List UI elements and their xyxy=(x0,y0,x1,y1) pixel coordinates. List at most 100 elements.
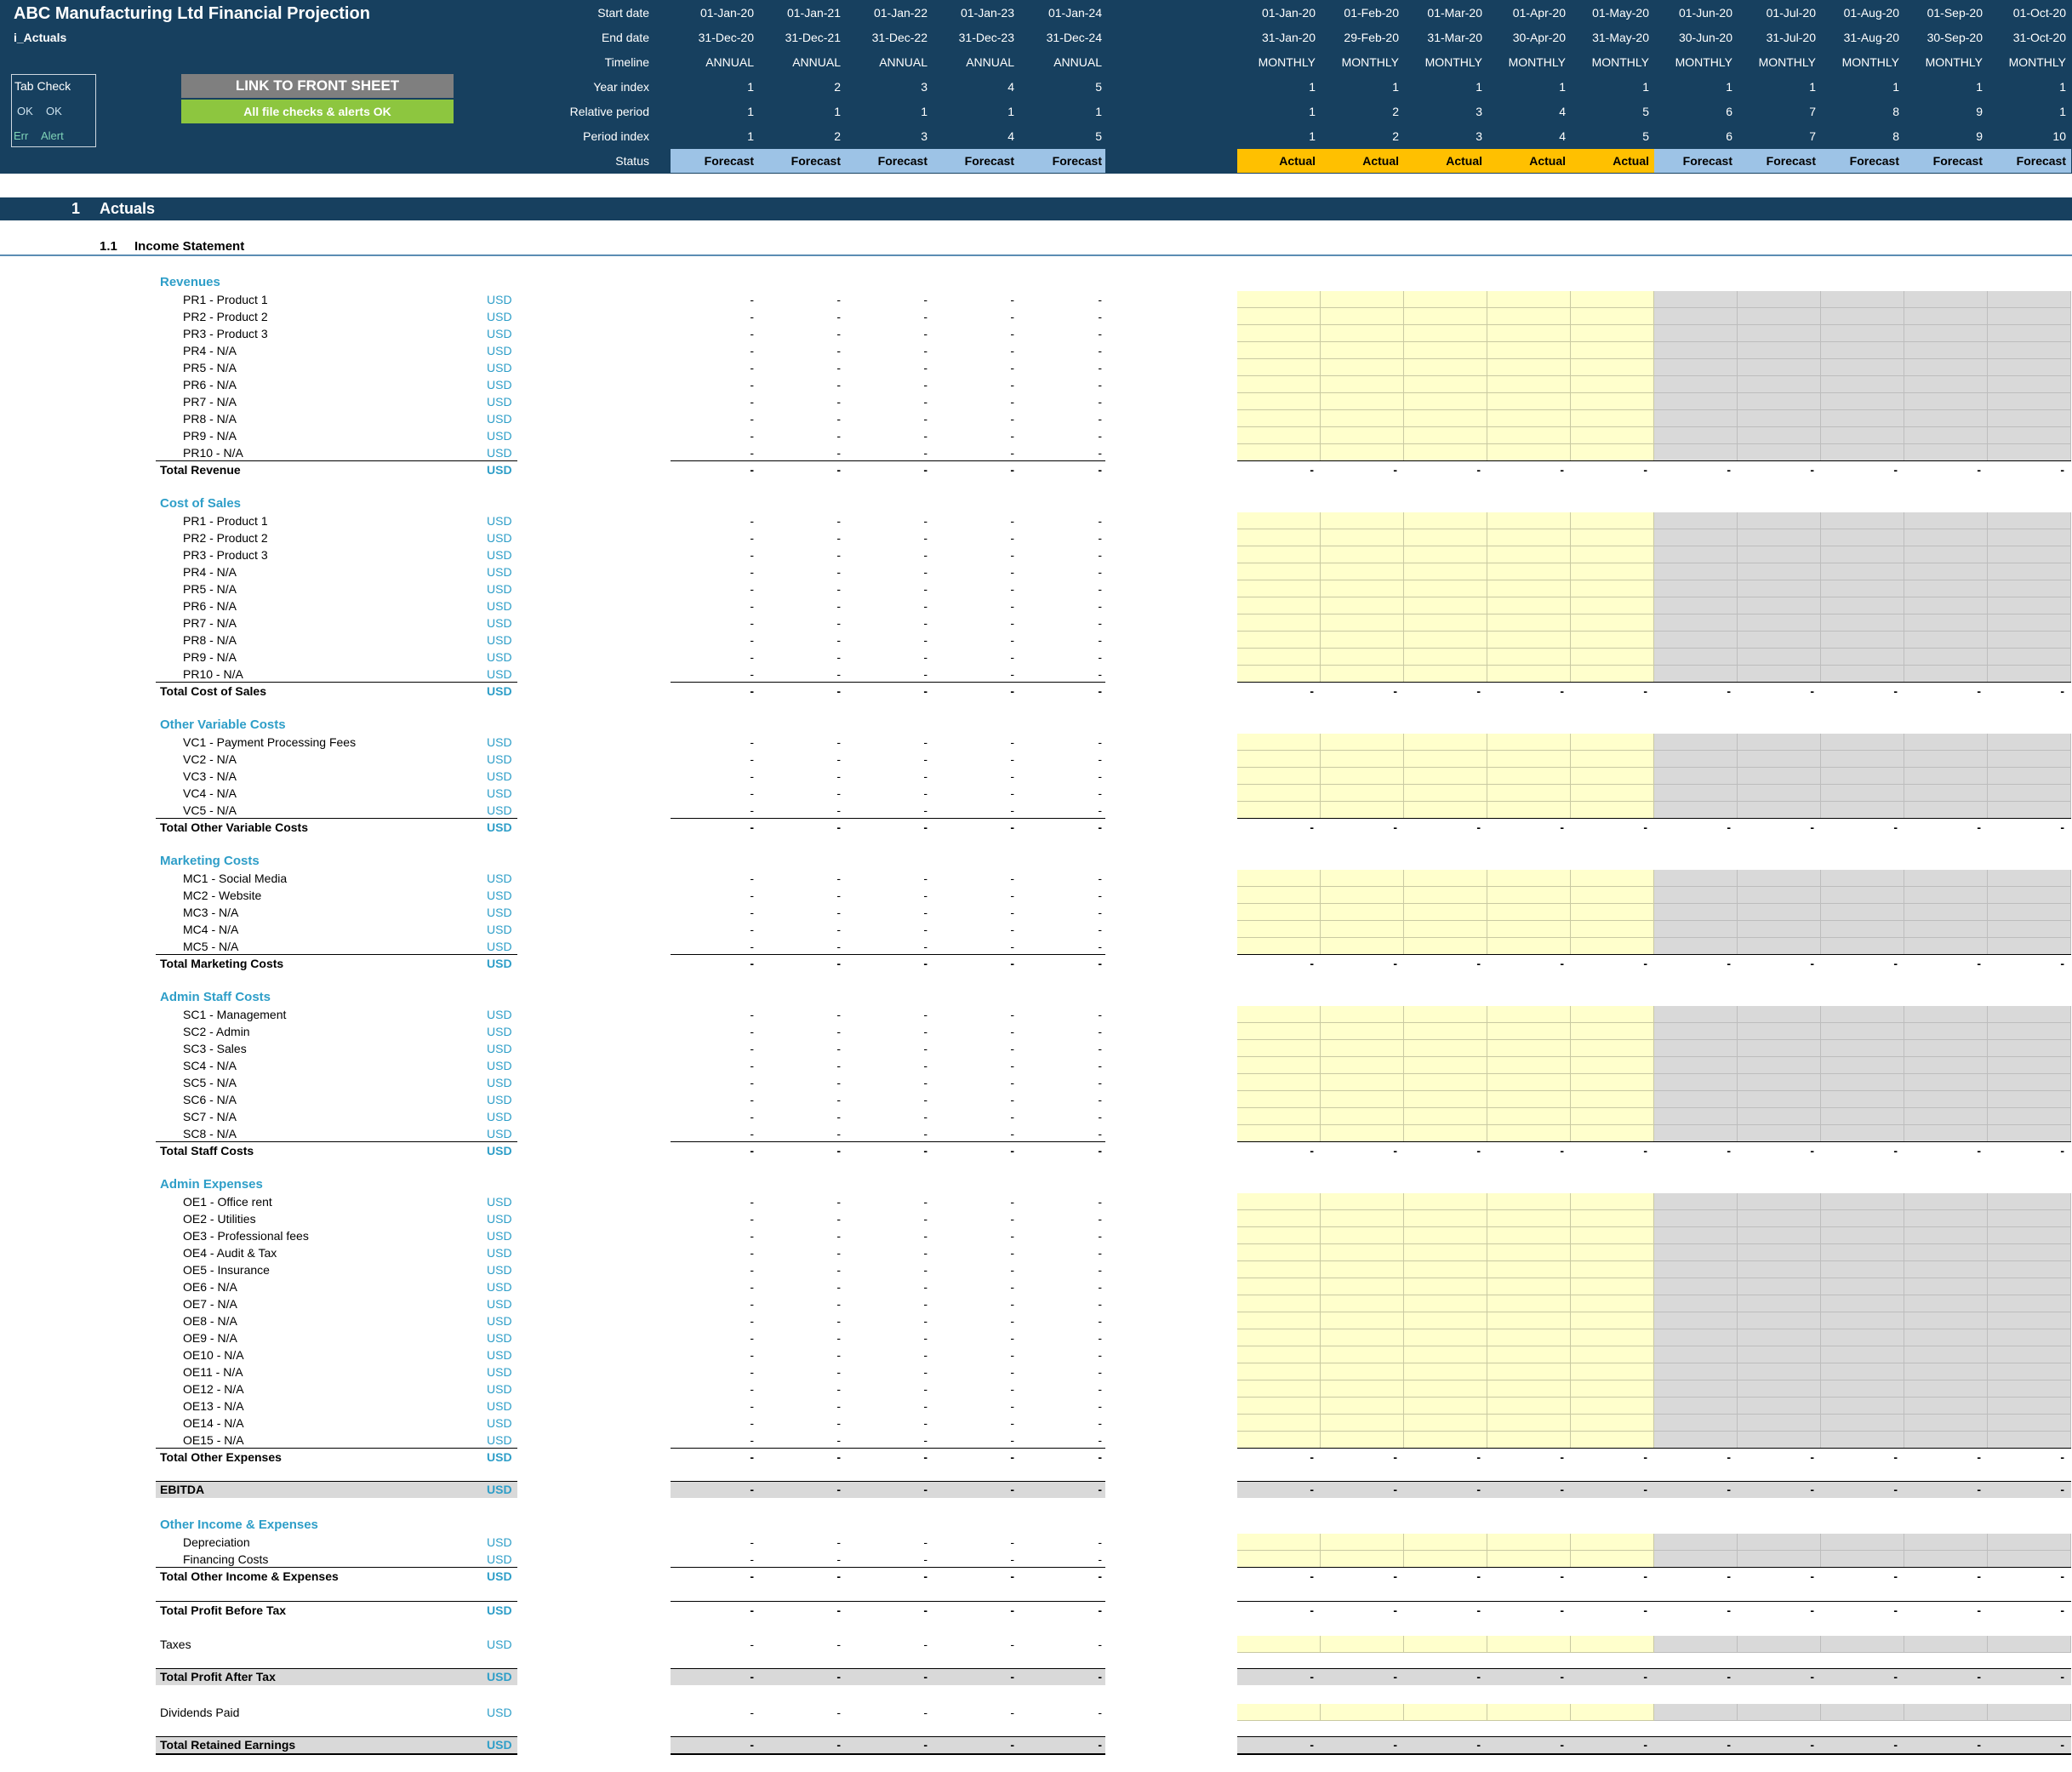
actual-input-cell[interactable] xyxy=(1237,1704,1321,1721)
actual-input-cell[interactable] xyxy=(1487,768,1571,785)
actual-input-cell[interactable] xyxy=(1237,1227,1321,1244)
actual-input-cell[interactable] xyxy=(1321,1193,1404,1210)
actual-input-cell[interactable] xyxy=(1571,597,1654,614)
actual-input-cell[interactable] xyxy=(1404,1415,1487,1432)
actual-input-cell[interactable] xyxy=(1571,1193,1654,1210)
actual-input-cell[interactable] xyxy=(1487,1040,1571,1057)
actual-input-cell[interactable] xyxy=(1487,1432,1571,1449)
actual-input-cell[interactable] xyxy=(1571,614,1654,632)
actual-input-cell[interactable] xyxy=(1237,580,1321,597)
actual-input-cell[interactable] xyxy=(1321,751,1404,768)
actual-input-cell[interactable] xyxy=(1571,325,1654,342)
actual-input-cell[interactable] xyxy=(1571,1108,1654,1125)
actual-input-cell[interactable] xyxy=(1321,1261,1404,1278)
actual-input-cell[interactable] xyxy=(1237,1125,1321,1142)
actual-input-cell[interactable] xyxy=(1321,1006,1404,1023)
actual-input-cell[interactable] xyxy=(1404,870,1487,887)
actual-input-cell[interactable] xyxy=(1404,1312,1487,1329)
actual-input-cell[interactable] xyxy=(1237,751,1321,768)
actual-input-cell[interactable] xyxy=(1237,1329,1321,1346)
actual-input-cell[interactable] xyxy=(1237,1210,1321,1227)
actual-input-cell[interactable] xyxy=(1321,1636,1404,1653)
actual-input-cell[interactable] xyxy=(1321,870,1404,887)
actual-input-cell[interactable] xyxy=(1404,1125,1487,1142)
actual-input-cell[interactable] xyxy=(1571,563,1654,580)
actual-input-cell[interactable] xyxy=(1321,1040,1404,1057)
actual-input-cell[interactable] xyxy=(1487,1227,1571,1244)
actual-input-cell[interactable] xyxy=(1321,563,1404,580)
actual-input-cell[interactable] xyxy=(1487,325,1571,342)
actual-input-cell[interactable] xyxy=(1404,580,1487,597)
actual-input-cell[interactable] xyxy=(1487,529,1571,546)
actual-input-cell[interactable] xyxy=(1487,342,1571,359)
actual-input-cell[interactable] xyxy=(1321,529,1404,546)
actual-input-cell[interactable] xyxy=(1321,921,1404,938)
actual-input-cell[interactable] xyxy=(1404,1636,1487,1653)
actual-input-cell[interactable] xyxy=(1237,444,1321,461)
actual-input-cell[interactable] xyxy=(1237,597,1321,614)
actual-input-cell[interactable] xyxy=(1571,1636,1654,1653)
actual-input-cell[interactable] xyxy=(1571,393,1654,410)
actual-input-cell[interactable] xyxy=(1571,1227,1654,1244)
actual-input-cell[interactable] xyxy=(1237,1040,1321,1057)
actual-input-cell[interactable] xyxy=(1321,410,1404,427)
actual-input-cell[interactable] xyxy=(1571,1432,1654,1449)
actual-input-cell[interactable] xyxy=(1321,768,1404,785)
actual-input-cell[interactable] xyxy=(1487,580,1571,597)
actual-input-cell[interactable] xyxy=(1404,563,1487,580)
actual-input-cell[interactable] xyxy=(1487,410,1571,427)
actual-input-cell[interactable] xyxy=(1404,546,1487,563)
actual-input-cell[interactable] xyxy=(1487,1551,1571,1568)
actual-input-cell[interactable] xyxy=(1404,308,1487,325)
actual-input-cell[interactable] xyxy=(1404,1398,1487,1415)
actual-input-cell[interactable] xyxy=(1487,376,1571,393)
actual-input-cell[interactable] xyxy=(1237,325,1321,342)
actual-input-cell[interactable] xyxy=(1404,1023,1487,1040)
actual-input-cell[interactable] xyxy=(1404,921,1487,938)
actual-input-cell[interactable] xyxy=(1404,649,1487,666)
actual-input-cell[interactable] xyxy=(1404,802,1487,819)
actual-input-cell[interactable] xyxy=(1571,1278,1654,1295)
actual-input-cell[interactable] xyxy=(1404,1040,1487,1057)
actual-input-cell[interactable] xyxy=(1237,1312,1321,1329)
actual-input-cell[interactable] xyxy=(1321,1329,1404,1346)
actual-input-cell[interactable] xyxy=(1404,1704,1487,1721)
actual-input-cell[interactable] xyxy=(1321,1346,1404,1363)
actual-input-cell[interactable] xyxy=(1237,342,1321,359)
actual-input-cell[interactable] xyxy=(1237,768,1321,785)
actual-input-cell[interactable] xyxy=(1404,597,1487,614)
actual-input-cell[interactable] xyxy=(1487,597,1571,614)
actual-input-cell[interactable] xyxy=(1404,1278,1487,1295)
actual-input-cell[interactable] xyxy=(1321,802,1404,819)
actual-input-cell[interactable] xyxy=(1487,1244,1571,1261)
actual-input-cell[interactable] xyxy=(1404,734,1487,751)
actual-input-cell[interactable] xyxy=(1571,1074,1654,1091)
actual-input-cell[interactable] xyxy=(1571,359,1654,376)
actual-input-cell[interactable] xyxy=(1321,1398,1404,1415)
actual-input-cell[interactable] xyxy=(1487,512,1571,529)
actual-input-cell[interactable] xyxy=(1404,1108,1487,1125)
actual-input-cell[interactable] xyxy=(1571,1363,1654,1380)
actual-input-cell[interactable] xyxy=(1487,1091,1571,1108)
actual-input-cell[interactable] xyxy=(1487,1193,1571,1210)
actual-input-cell[interactable] xyxy=(1237,1108,1321,1125)
actual-input-cell[interactable] xyxy=(1404,1295,1487,1312)
actual-input-cell[interactable] xyxy=(1237,308,1321,325)
actual-input-cell[interactable] xyxy=(1404,785,1487,802)
actual-input-cell[interactable] xyxy=(1404,359,1487,376)
actual-input-cell[interactable] xyxy=(1404,1261,1487,1278)
actual-input-cell[interactable] xyxy=(1237,1193,1321,1210)
actual-input-cell[interactable] xyxy=(1404,1534,1487,1551)
actual-input-cell[interactable] xyxy=(1487,1074,1571,1091)
actual-input-cell[interactable] xyxy=(1487,904,1571,921)
actual-input-cell[interactable] xyxy=(1487,427,1571,444)
actual-input-cell[interactable] xyxy=(1321,325,1404,342)
actual-input-cell[interactable] xyxy=(1487,563,1571,580)
actual-input-cell[interactable] xyxy=(1571,1704,1654,1721)
actual-input-cell[interactable] xyxy=(1237,512,1321,529)
actual-input-cell[interactable] xyxy=(1237,563,1321,580)
actual-input-cell[interactable] xyxy=(1321,649,1404,666)
actual-input-cell[interactable] xyxy=(1487,870,1571,887)
actual-input-cell[interactable] xyxy=(1237,1636,1321,1653)
actual-input-cell[interactable] xyxy=(1571,410,1654,427)
